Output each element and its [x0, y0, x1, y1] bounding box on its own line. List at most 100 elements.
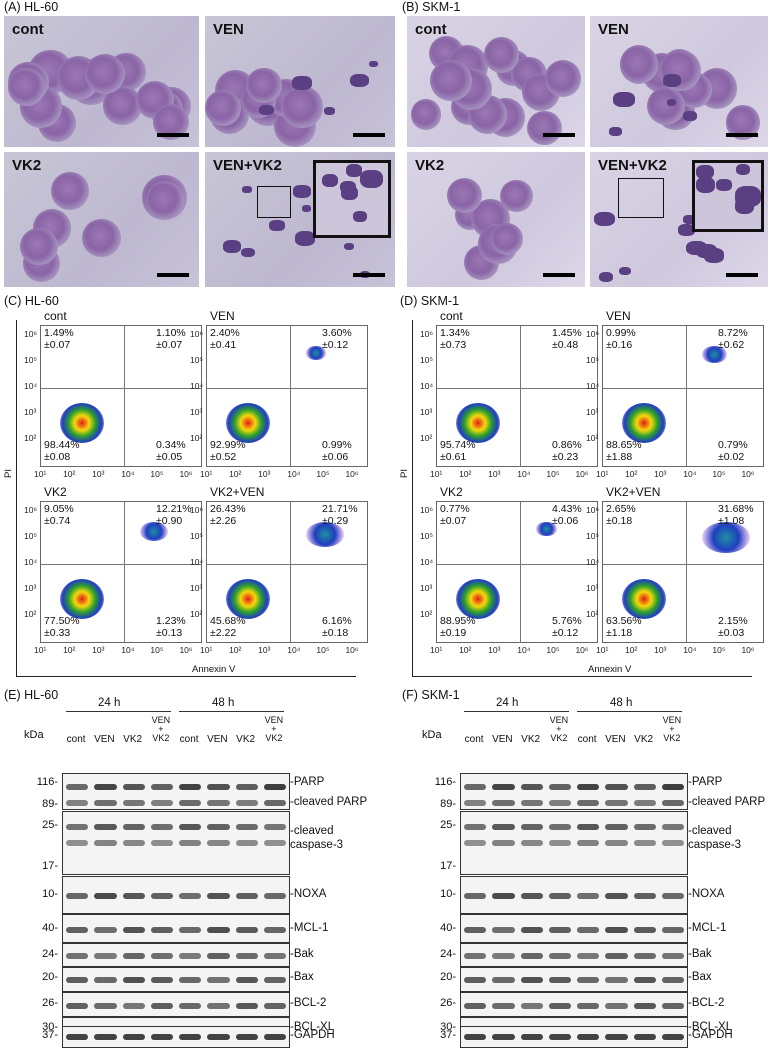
blot-band	[661, 977, 684, 983]
y-tick-label: 10⁶	[24, 329, 37, 340]
blot-band	[263, 784, 286, 790]
protein-label: -NOXA	[688, 888, 725, 900]
blot-band	[94, 953, 117, 959]
x-tick-label: 10⁴	[683, 469, 697, 479]
quadrant-percentage-lr: 0.86% ±0.23	[552, 439, 582, 463]
blot-band	[548, 977, 571, 983]
quadrant-horizontal-gate	[437, 563, 597, 565]
blot-band	[577, 893, 600, 899]
molecular-weight-marker: 10-	[42, 888, 58, 900]
hl60-blot-strip-2	[62, 876, 290, 914]
x-tick-label: 10⁴	[121, 469, 135, 479]
quadrant-horizontal-gate	[41, 387, 201, 389]
time-label-48h: 48 h	[610, 697, 633, 709]
x-tick-label: 10⁶	[345, 469, 359, 479]
y-tick-label: 10³	[420, 407, 433, 418]
molecular-weight-marker: 40-	[440, 922, 456, 934]
apoptotic-fragment	[598, 271, 614, 282]
density-cluster-apoptotic	[702, 345, 727, 363]
apoptotic-fragment	[223, 240, 242, 253]
lane-label: VK2	[634, 734, 654, 745]
x-tick-label: 10⁴	[287, 645, 301, 655]
x-tick-label: 10⁶	[575, 645, 589, 655]
hl60-blot-strip-gapdh	[62, 1026, 290, 1048]
density-cluster-apoptotic	[306, 521, 344, 547]
x-tick-label: 10²	[63, 645, 76, 655]
micrograph-label: VEN+VK2	[598, 157, 667, 174]
quadrant-percentage-ur: 21.71% ±0.29	[322, 503, 358, 527]
micrograph-hl60-0: cont	[4, 16, 199, 147]
blot-band	[150, 1034, 173, 1040]
blot-band	[150, 840, 173, 846]
blot-band	[633, 1003, 656, 1009]
apoptotic-fragment	[294, 231, 316, 246]
cell	[483, 37, 519, 73]
blot-band	[122, 840, 145, 846]
molecular-weight-marker: 37-	[42, 1029, 58, 1041]
molecular-weight-marker: 17-	[42, 860, 58, 872]
apoptotic-fragment	[696, 164, 715, 180]
blot-band	[235, 953, 258, 959]
x-axis-line	[16, 676, 356, 677]
blot-band	[235, 927, 258, 933]
micrograph-skm1-0: cont	[407, 16, 585, 147]
blot-band	[94, 800, 117, 806]
blot-band	[633, 1034, 656, 1040]
blot-band	[66, 840, 89, 846]
cell	[82, 218, 121, 258]
zoom-region-box	[618, 178, 664, 218]
x-axis-label-annexin-v: Annexin V	[588, 664, 632, 675]
panel-e-title: (E) HL-60	[4, 688, 59, 702]
blot-band	[464, 893, 487, 899]
blot-band	[179, 840, 202, 846]
y-tick-label: 10⁵	[190, 531, 203, 542]
molecular-weight-marker: 89-	[440, 798, 456, 810]
blot-band	[661, 800, 684, 806]
blot-band	[548, 1034, 571, 1040]
lane-label: VEN	[492, 734, 513, 745]
panel-b-title: (B) SKM-1	[402, 0, 461, 14]
x-tick-label: 10⁴	[683, 645, 697, 655]
blot-band	[548, 800, 571, 806]
blot-band	[235, 840, 258, 846]
blot-band	[263, 800, 286, 806]
blot-band	[122, 977, 145, 983]
protein-label: -Bax	[290, 971, 314, 983]
quadrant-vertical-gate	[124, 326, 126, 466]
hl60-blot-strip-5	[62, 967, 290, 992]
blot-band	[577, 953, 600, 959]
condition-label: VK2+VEN	[606, 485, 661, 499]
apoptotic-fragment	[662, 73, 682, 87]
quadrant-percentage-lr: 0.79% ±0.02	[718, 439, 748, 463]
hl60-plot-1	[206, 325, 368, 467]
lane-label: cont	[464, 734, 484, 745]
y-tick-label: 10⁵	[586, 531, 599, 542]
micrograph-label: VK2	[415, 157, 445, 174]
blot-band	[66, 927, 89, 933]
y-tick-label: 10⁴	[190, 557, 204, 568]
quadrant-percentage-ul: 1.34% ±0.73	[440, 327, 470, 351]
blot-band	[661, 893, 684, 899]
lane-label: VEN	[605, 734, 626, 745]
blot-band	[661, 784, 684, 790]
blot-band	[605, 977, 628, 983]
y-tick-label: 10⁴	[24, 381, 38, 392]
quadrant-percentage-ll: 77.50% ±0.33	[44, 615, 80, 639]
hl60-blot-strip-0	[62, 773, 290, 810]
quadrant-percentage-lr: 0.34% ±0.05	[156, 439, 186, 463]
cell	[7, 68, 46, 106]
x-tick-label: 10⁴	[517, 469, 531, 479]
apoptotic-fragment	[716, 178, 732, 191]
blot-band	[263, 927, 286, 933]
apoptotic-fragment	[613, 92, 635, 108]
y-tick-label: 10⁶	[420, 505, 433, 516]
blot-band	[661, 824, 684, 830]
molecular-weight-marker: 30-	[42, 1021, 58, 1033]
scale-bar	[726, 133, 758, 137]
micrograph-label: VEN	[213, 21, 244, 38]
x-tick-label: 10⁵	[546, 645, 560, 655]
y-tick-label: 10³	[586, 583, 599, 594]
blot-band	[633, 927, 656, 933]
protein-label: caspase-3	[688, 839, 742, 851]
cell	[205, 90, 241, 126]
